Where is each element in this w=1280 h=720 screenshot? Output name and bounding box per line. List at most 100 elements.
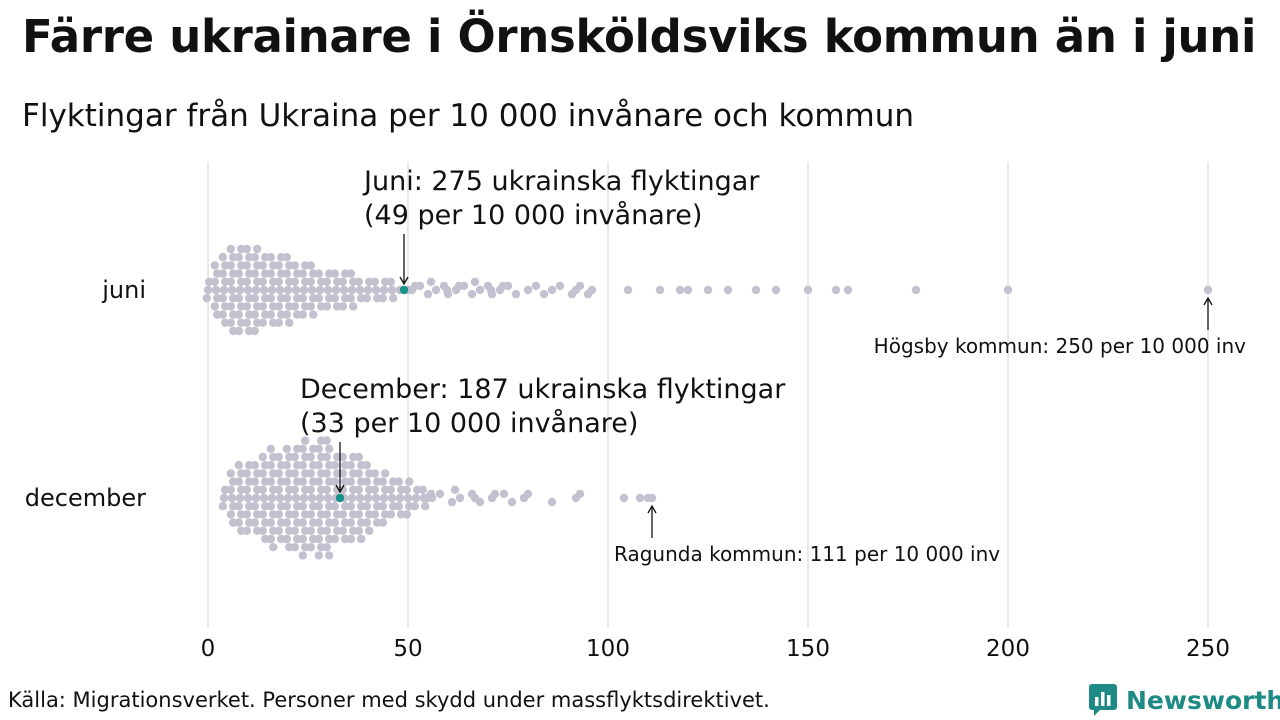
data-point — [274, 510, 283, 519]
data-point — [421, 502, 430, 511]
x-tick-label: 0 — [201, 636, 216, 662]
data-point — [314, 269, 323, 278]
data-point — [218, 269, 227, 278]
data-point — [306, 526, 315, 535]
data-point — [290, 510, 299, 519]
data-point — [403, 493, 413, 503]
data-point — [435, 489, 445, 499]
data-point — [282, 502, 291, 511]
data-point — [751, 285, 761, 295]
data-point — [235, 285, 245, 295]
highlight-point-december — [335, 493, 345, 503]
data-point — [235, 493, 245, 503]
data-point — [323, 493, 333, 503]
data-point — [338, 526, 347, 535]
data-point — [322, 469, 331, 478]
data-point — [282, 534, 291, 544]
data-point — [387, 493, 397, 503]
data-point — [259, 285, 269, 295]
newsworthy-logo[interactable]: Newsworthy — [1088, 683, 1280, 717]
data-point — [619, 493, 629, 503]
data-point — [349, 302, 358, 311]
data-point — [242, 261, 251, 270]
x-axis-labels: 0 50 100 150 200 250 — [201, 636, 1230, 662]
data-point — [362, 294, 371, 303]
data-point — [282, 461, 291, 470]
annotation-label: Högsby kommun: 250 per 10 000 inv — [874, 334, 1246, 358]
data-point — [547, 497, 557, 507]
annotations: Juni: 275 ukrainska flyktingar(49 per 10… — [300, 166, 1246, 566]
data-point — [370, 485, 379, 494]
data-point — [314, 461, 323, 470]
data-point — [354, 510, 363, 519]
data-point — [539, 289, 549, 299]
data-point — [219, 493, 229, 503]
data-point — [218, 310, 227, 319]
data-point — [346, 294, 355, 303]
data-point — [386, 485, 395, 494]
data-point — [226, 469, 235, 478]
data-point — [322, 526, 331, 535]
data-point — [282, 310, 291, 319]
data-point — [354, 526, 363, 535]
data-point — [285, 318, 294, 327]
data-point — [346, 477, 355, 486]
data-point — [314, 534, 323, 544]
data-point — [338, 452, 347, 462]
source-note: Källa: Migrationsverket. Personer med sk… — [8, 688, 770, 712]
data-point — [487, 289, 497, 299]
data-point — [275, 285, 285, 295]
data-point — [843, 285, 853, 295]
data-point — [575, 489, 585, 499]
data-point — [402, 510, 411, 519]
data-point — [455, 493, 465, 503]
data-point — [283, 493, 293, 503]
x-tick-label: 150 — [786, 636, 830, 662]
data-point — [346, 534, 355, 544]
x-tick-label: 100 — [586, 636, 630, 662]
data-point — [298, 518, 307, 527]
data-point — [346, 502, 355, 511]
data-point — [410, 502, 419, 511]
data-point — [309, 310, 318, 319]
chart-title: Färre ukrainare i Örnsköldsviks kommun ä… — [22, 10, 1257, 63]
data-point — [234, 269, 243, 278]
data-point — [503, 281, 513, 291]
data-point — [371, 285, 381, 295]
data-point — [251, 285, 261, 295]
data-point — [282, 518, 291, 527]
data-point — [378, 518, 387, 527]
data-point — [290, 469, 299, 478]
data-point — [234, 294, 243, 303]
data-point — [250, 269, 259, 278]
data-point — [405, 477, 414, 486]
data-point — [226, 244, 235, 254]
data-point — [267, 285, 277, 295]
data-point — [282, 294, 291, 303]
data-point — [475, 497, 485, 507]
data-point — [306, 302, 315, 311]
data-point — [314, 294, 323, 303]
data-point — [911, 285, 921, 295]
data-point — [346, 518, 355, 527]
data-point — [306, 469, 315, 478]
data-point — [322, 510, 331, 519]
data-point — [250, 310, 259, 319]
data-point — [314, 502, 323, 511]
data-point — [307, 285, 317, 295]
data-point — [226, 261, 235, 270]
data-point — [365, 526, 374, 535]
data-point — [418, 485, 427, 494]
annotation-label: Ragunda kommun: 111 per 10 000 inv — [614, 542, 1000, 566]
data-point — [275, 493, 285, 503]
data-point — [242, 469, 251, 478]
data-point — [274, 302, 283, 311]
data-point — [587, 285, 597, 295]
data-point — [362, 518, 371, 527]
data-point — [282, 444, 291, 453]
data-point — [211, 285, 221, 295]
data-point — [258, 469, 267, 478]
data-point — [243, 493, 253, 503]
data-point — [431, 285, 441, 295]
